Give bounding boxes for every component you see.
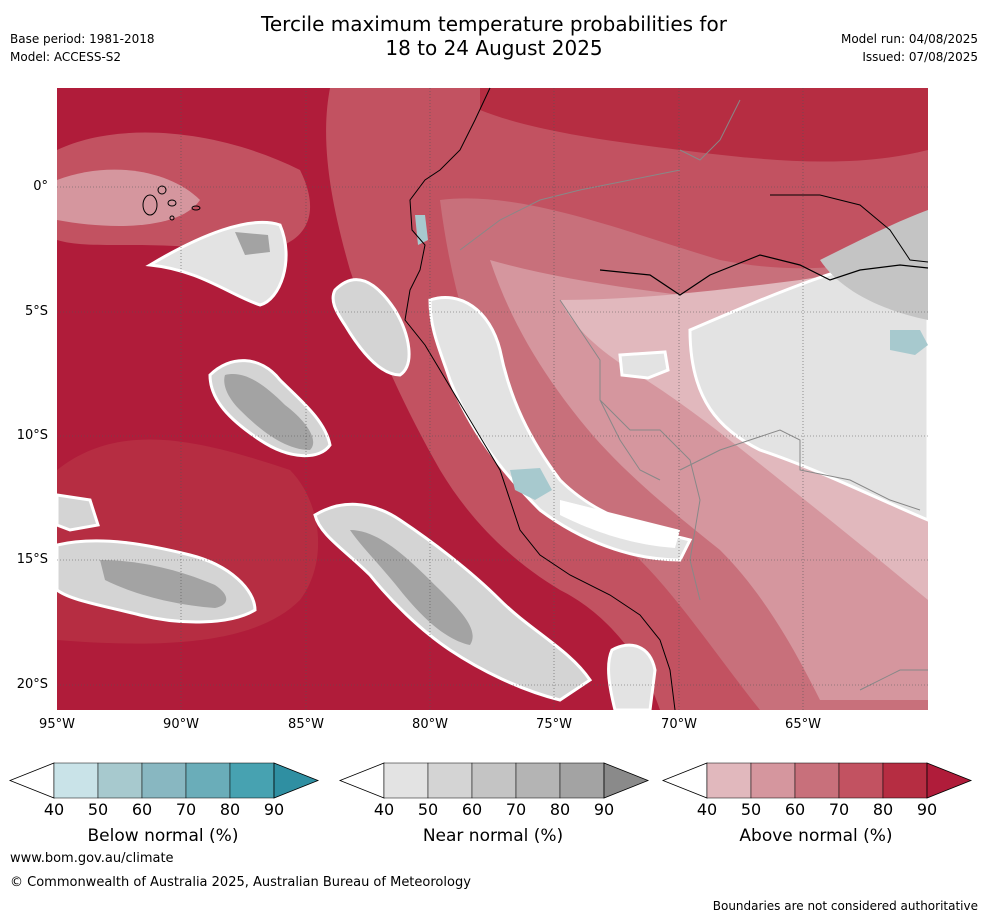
colorbar-below-tick: 60 [131, 800, 153, 819]
colorbar-near-tick: 40 [373, 800, 395, 819]
lon-tick-5: 70°W [661, 717, 697, 732]
colorbar-above-tick: 80 [872, 800, 894, 819]
footer-copyright: © Commonwealth of Australia 2025, Austra… [10, 875, 471, 890]
colorbar-above-over [926, 762, 973, 799]
colorbar-below-tick: 90 [263, 800, 285, 819]
colorbar-above-tick: 70 [828, 800, 850, 819]
ocean-near-south-core [350, 530, 473, 645]
coastal-white-patch [560, 500, 680, 548]
coastline [404, 87, 676, 711]
colorbar-below-tick: 80 [219, 800, 241, 819]
colorbar-below-segment [185, 762, 231, 799]
lat-tick-2: 10°S [16, 428, 48, 443]
ocean-near-west-edge [57, 493, 100, 532]
colorbar-above-tick: 50 [740, 800, 762, 819]
coastal-near-strip [428, 295, 693, 562]
colorbar-near-over [603, 762, 650, 799]
ocean-near-mid-core [224, 374, 314, 450]
colorbar-below-tick: 70 [175, 800, 197, 819]
colorbar-near-segment [515, 762, 561, 799]
lon-tick-2: 85°W [288, 717, 324, 732]
map-title-line1: Tercile maximum temperature probabilitie… [261, 12, 727, 36]
colorbar-above-tick: 60 [784, 800, 806, 819]
map-title: Tercile maximum temperature probabilitie… [0, 12, 988, 60]
colorbar-near-segment [559, 762, 605, 799]
colorbar-below-tick: 50 [87, 800, 109, 819]
galapagos-islands [142, 185, 201, 221]
colorbar-above-tick: 90 [916, 800, 938, 819]
meta-right: Model run: 04/08/2025 Issued: 07/08/2025 [841, 30, 978, 66]
coast-near-se [607, 643, 657, 710]
colorbar-below-under [8, 762, 55, 799]
colorbar-above-segment [794, 762, 840, 799]
issued-date: Issued: 07/08/2025 [862, 50, 978, 64]
ocean-near-north-coast [331, 278, 411, 377]
colorbar-below-segment [141, 762, 187, 799]
base-period: Base period: 1981-2018 [10, 32, 155, 46]
colorbar-near-tick: 90 [593, 800, 615, 819]
colorbar-near-tick: 50 [417, 800, 439, 819]
coastal-below-50 [510, 468, 552, 500]
colorbar-above-segment [706, 762, 752, 799]
northeast-coast [599, 254, 929, 296]
lon-tick-1: 90°W [163, 717, 199, 732]
northeast-coast-2 [770, 194, 929, 263]
colorbar-near-under [338, 762, 385, 799]
lat-tick-0: 0° [33, 179, 48, 194]
north-strip-80 [480, 88, 928, 162]
interior-near-40 [688, 248, 928, 522]
lat-tick-3: 15°S [16, 552, 48, 567]
lon-tick-0: 95°W [39, 717, 75, 732]
colorbar-title-near: Near normal (%) [422, 826, 564, 846]
colorbar-above-segment [750, 762, 796, 799]
patch-near-small [618, 350, 670, 380]
colorbar-above-segment [838, 762, 884, 799]
meta-left: Base period: 1981-2018 Model: ACCESS-S2 [10, 30, 155, 66]
colorbars [8, 762, 973, 799]
footer-disclaimer: Boundaries are not considered authoritat… [712, 899, 978, 913]
probability-field [57, 88, 928, 710]
colorbar-near-segment [471, 762, 517, 799]
lon-tick-6: 65°W [785, 717, 821, 732]
colorbar-above-segment [882, 762, 928, 799]
band-50-nw [57, 169, 200, 226]
lat-tick-1: 5°S [24, 304, 48, 319]
interior-near-60 [820, 210, 928, 320]
country-borders [459, 99, 928, 691]
colorbar-near-tick: 70 [505, 800, 527, 819]
map-title-line2: 18 to 24 August 2025 [385, 36, 603, 60]
colorbar-near-tick: 60 [461, 800, 483, 819]
colorbar-near-tick: 80 [549, 800, 571, 819]
colorbar-below-over [273, 762, 320, 799]
lon-tick-4: 75°W [536, 717, 572, 732]
model-run: Model run: 04/08/2025 [840, 32, 978, 46]
colorbar-title-below: Below normal (%) [87, 826, 239, 846]
lon-tick-3: 80°W [412, 717, 448, 732]
colorbar-below-tick: 40 [43, 800, 65, 819]
interior-below-50 [890, 330, 928, 355]
lat-tick-4: 20°S [16, 677, 48, 692]
colorbar-below-segment [97, 762, 143, 799]
colorbar-title-above: Above normal (%) [739, 826, 893, 846]
graticule [57, 88, 928, 710]
colorbar-near-segment [427, 762, 473, 799]
ocean-near-sw-core [100, 560, 227, 608]
footer-url: www.bom.gov.au/climate [10, 851, 174, 866]
colorbar-below-segment [229, 762, 275, 799]
colorbar-above-tick: 40 [696, 800, 718, 819]
ocean-near-nw-core [235, 232, 270, 255]
colorbar-above-under [661, 762, 708, 799]
model-name: Model: ACCESS-S2 [10, 50, 122, 64]
colorbar-near-segment [383, 762, 429, 799]
colorbar-below-segment [53, 762, 99, 799]
